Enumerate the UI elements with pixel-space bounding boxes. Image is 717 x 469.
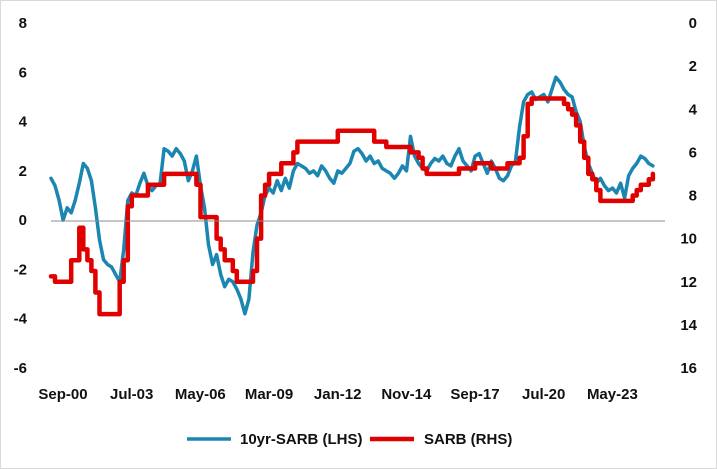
y-right-tick-label: 12 [680, 274, 697, 291]
x-tick-label: Mar-09 [245, 386, 293, 403]
legend-label: 10yr-SARB (LHS) [240, 431, 363, 448]
x-tick-label: Sep-00 [38, 386, 87, 403]
y-right-tick-label: 14 [680, 317, 697, 334]
axes: -6 -4 -2 0 2 4 6 8 0 2 4 6 8 10 12 14 16 Sep-00 Jul-03 May-… [14, 15, 698, 403]
y-right-tick-label: 8 [689, 188, 697, 205]
series-policy-rate [48, 96, 656, 317]
x-tick-label: Jan-12 [314, 386, 362, 403]
legend-item: 10yr-SARB (LHS) [187, 431, 363, 448]
x-tick-label: Jul-03 [110, 386, 153, 403]
x-tick-label: Jul-20 [522, 386, 565, 403]
y-right-tick-label: 16 [680, 360, 697, 377]
y-left-tick-label: 2 [19, 163, 27, 180]
y-right-tick-label: 0 [689, 15, 697, 32]
y-right-tick-label: 4 [689, 101, 698, 118]
y-right-tick-label: 6 [689, 144, 697, 161]
plot-area [48, 75, 656, 317]
x-tick-label: Nov-14 [381, 386, 432, 403]
y-left-tick-label: -4 [14, 311, 28, 328]
series-spread [49, 75, 655, 316]
y-left-tick-label: 4 [19, 114, 28, 131]
legend-label: SARB (RHS) [424, 431, 512, 448]
x-tick-label: May-23 [587, 386, 638, 403]
y-left-tick-label: 8 [19, 15, 27, 32]
y-left-tick-label: -6 [14, 360, 27, 377]
y-left-tick-label: -2 [14, 261, 27, 278]
x-tick-label: Sep-17 [450, 386, 499, 403]
legend: 10yr-SARB (LHS) SARB (RHS) [187, 431, 512, 448]
x-tick-label: May-06 [175, 386, 226, 403]
series-line [49, 75, 655, 316]
y-right-tick-label: 10 [680, 231, 697, 248]
y-left-tick-label: 6 [19, 64, 27, 81]
legend-item: SARB (RHS) [370, 431, 512, 448]
y-left-tick-label: 0 [19, 212, 27, 229]
series-line [48, 96, 656, 317]
y-right-tick-label: 2 [689, 58, 697, 75]
